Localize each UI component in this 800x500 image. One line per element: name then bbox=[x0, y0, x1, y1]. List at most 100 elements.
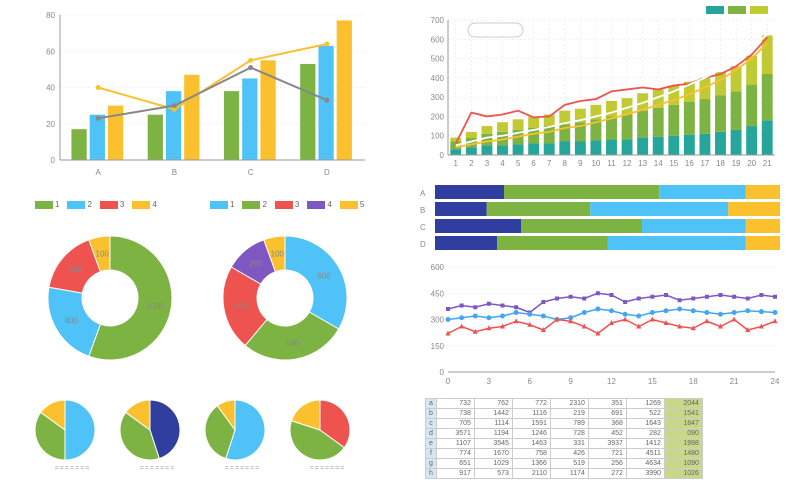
cell: 219 bbox=[550, 409, 588, 419]
svg-text:D: D bbox=[420, 240, 426, 249]
svg-text:300: 300 bbox=[431, 316, 445, 325]
svg-text:D: D bbox=[324, 168, 330, 177]
legend-label: 1 bbox=[55, 200, 59, 209]
svg-text:100: 100 bbox=[96, 250, 110, 259]
svg-text:200: 200 bbox=[431, 112, 445, 121]
small-pie: ======= bbox=[115, 395, 200, 472]
cell: 732 bbox=[436, 399, 474, 409]
cell: 691 bbox=[588, 409, 626, 419]
cell: 721 bbox=[588, 449, 626, 459]
cell: 3937 bbox=[588, 439, 626, 449]
cell: 1026 bbox=[664, 469, 702, 479]
small-pie: ======= bbox=[30, 395, 115, 472]
cell: 3571 bbox=[436, 429, 474, 439]
donut1-svg: 1000400300100 bbox=[30, 218, 190, 378]
cell: 1591 bbox=[512, 419, 550, 429]
cell: 772 bbox=[512, 399, 550, 409]
data-table: a732762772231035112692044b73814421116219… bbox=[425, 398, 780, 479]
legend-swatch-1 bbox=[706, 6, 724, 14]
legend-swatch bbox=[242, 201, 260, 209]
cell: 331 bbox=[550, 439, 588, 449]
cell: 2310 bbox=[550, 399, 588, 409]
donut-chart-2: 600500400200100 bbox=[205, 218, 365, 378]
multiline-chart: 015030045060003691215182124 bbox=[420, 262, 780, 387]
cell: 789 bbox=[550, 419, 588, 429]
cell: 1269 bbox=[626, 399, 664, 409]
legend-label: 3 bbox=[120, 200, 124, 209]
legend-label: 2 bbox=[87, 200, 91, 209]
svg-text:0: 0 bbox=[51, 156, 56, 165]
svg-text:20: 20 bbox=[747, 159, 756, 168]
svg-text:400: 400 bbox=[64, 317, 78, 326]
svg-text:21: 21 bbox=[730, 377, 739, 386]
svg-text:21: 21 bbox=[763, 159, 772, 168]
svg-text:8: 8 bbox=[563, 159, 568, 168]
svg-text:60: 60 bbox=[46, 47, 55, 56]
svg-text:200: 200 bbox=[249, 260, 263, 269]
row-head: h bbox=[426, 469, 437, 479]
svg-text:10: 10 bbox=[591, 159, 600, 168]
svg-text:B: B bbox=[172, 168, 177, 177]
grouped-bar-svg: 020406080ABCD bbox=[30, 10, 370, 180]
cell: 522 bbox=[626, 409, 664, 419]
legend-label: 2 bbox=[262, 200, 266, 209]
cell: 1107 bbox=[436, 439, 474, 449]
row-head: e bbox=[426, 439, 437, 449]
legend-label: 4 bbox=[327, 200, 331, 209]
donut2-legend: 12345 bbox=[210, 200, 372, 209]
cell: 1116 bbox=[512, 409, 550, 419]
cell: 728 bbox=[550, 429, 588, 439]
cell: 1442 bbox=[474, 409, 512, 419]
svg-text:0: 0 bbox=[446, 377, 451, 386]
cell: 3545 bbox=[474, 439, 512, 449]
svg-text:12: 12 bbox=[623, 159, 632, 168]
svg-text:6: 6 bbox=[531, 159, 536, 168]
svg-text:4: 4 bbox=[500, 159, 505, 168]
table: a732762772231035112692044b73814421116219… bbox=[425, 398, 703, 479]
svg-text:150: 150 bbox=[431, 342, 445, 351]
svg-text:40: 40 bbox=[46, 84, 55, 93]
svg-text:9: 9 bbox=[568, 377, 573, 386]
cell: 4634 bbox=[626, 459, 664, 469]
svg-text:0: 0 bbox=[440, 368, 445, 377]
cell: 651 bbox=[436, 459, 474, 469]
svg-text:12: 12 bbox=[607, 377, 616, 386]
cell: 917 bbox=[436, 469, 474, 479]
cell: 762 bbox=[474, 399, 512, 409]
small-pie: ======= bbox=[200, 395, 285, 472]
cell: 452 bbox=[588, 429, 626, 439]
cell: 1643 bbox=[626, 419, 664, 429]
small-pies-row: ============================ bbox=[30, 395, 380, 490]
svg-text:A: A bbox=[420, 189, 426, 198]
svg-text:C: C bbox=[420, 223, 426, 232]
cell: 1670 bbox=[474, 449, 512, 459]
svg-text:C: C bbox=[248, 168, 254, 177]
cell: 1029 bbox=[474, 459, 512, 469]
row-head: g bbox=[426, 459, 437, 469]
legend-label: 3 bbox=[295, 200, 299, 209]
svg-text:B: B bbox=[420, 206, 425, 215]
svg-text:0: 0 bbox=[440, 151, 445, 160]
cell: 1194 bbox=[474, 429, 512, 439]
svg-text:2: 2 bbox=[469, 159, 474, 168]
cell: 256 bbox=[588, 459, 626, 469]
legend-swatch bbox=[132, 201, 150, 209]
svg-text:16: 16 bbox=[685, 159, 694, 168]
cell: 426 bbox=[550, 449, 588, 459]
svg-text:500: 500 bbox=[431, 55, 445, 64]
cell: 1480 bbox=[664, 449, 702, 459]
cell: 2110 bbox=[512, 469, 550, 479]
row-head: a bbox=[426, 399, 437, 409]
cell: 351 bbox=[588, 399, 626, 409]
cell: 1412 bbox=[626, 439, 664, 449]
row-head: b bbox=[426, 409, 437, 419]
row-head: c bbox=[426, 419, 437, 429]
cell: 1463 bbox=[512, 439, 550, 449]
svg-text:A: A bbox=[95, 168, 101, 177]
svg-text:1: 1 bbox=[454, 159, 459, 168]
donut1-legend: 1234 bbox=[35, 200, 165, 209]
legend-swatch bbox=[210, 201, 228, 209]
cell: 4511 bbox=[626, 449, 664, 459]
small-pie-caption: ======= bbox=[200, 465, 285, 472]
legend-swatch-2 bbox=[728, 6, 746, 14]
